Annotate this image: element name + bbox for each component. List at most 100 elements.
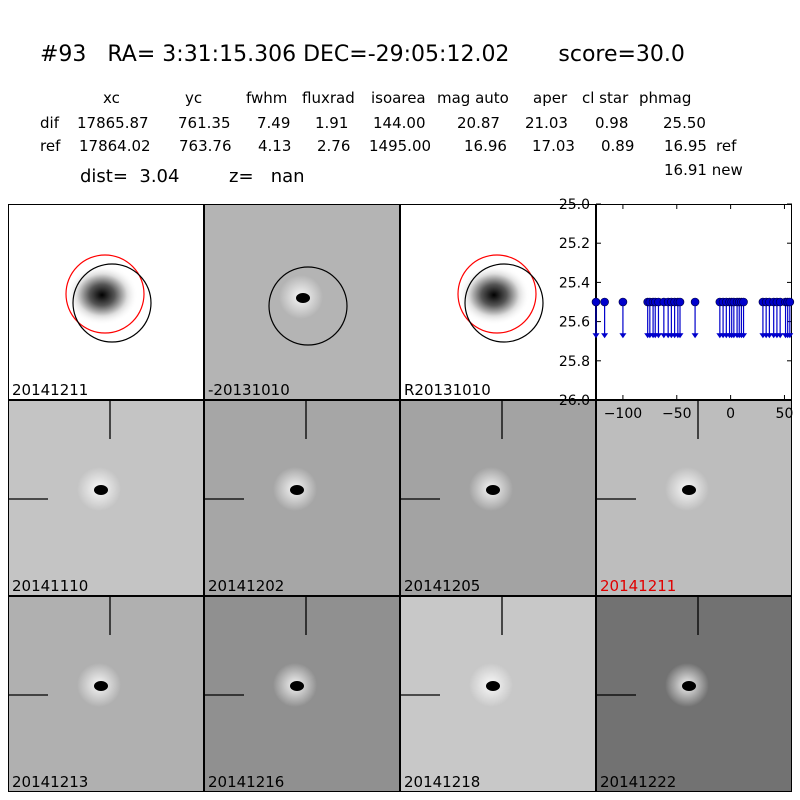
- star-source: [458, 265, 530, 325]
- panel-image: [597, 597, 709, 707]
- dif-isoarea: 144.00: [373, 114, 426, 132]
- dif-mag-auto: 20.87: [457, 114, 500, 132]
- arrow-head: [619, 333, 627, 339]
- panel-image: [65, 254, 152, 343]
- image-panel: 20141216: [204, 596, 400, 792]
- ref-xc: 17864.02: [79, 137, 151, 155]
- row-label-ref: ref: [40, 137, 61, 155]
- arrow-head: [654, 333, 662, 339]
- image-panel: -20131010: [204, 204, 400, 400]
- panel-image: [205, 597, 317, 707]
- col-header-phmag: phmag: [639, 89, 692, 107]
- image-panel: 20141211: [596, 400, 792, 596]
- ref-fwhm: 4.13: [258, 137, 292, 155]
- data-point: [675, 297, 685, 307]
- dif-yc: 761.35: [178, 114, 231, 132]
- ref-phmag: 16.95: [664, 137, 707, 155]
- row-label-dif: dif: [40, 114, 59, 132]
- panel-date-label: -20131010: [208, 381, 290, 399]
- data-point: [739, 297, 748, 307]
- arrow-head: [676, 333, 684, 339]
- ref-extra-label: ref: [716, 137, 737, 155]
- panel-date-label: 20141110: [12, 577, 89, 595]
- col-header-fluxrad: fluxrad: [302, 89, 355, 107]
- y-tick-label: 25.8: [559, 354, 590, 370]
- panel-date-label: 20141216: [208, 773, 285, 791]
- ref-cl-star: 0.89: [601, 137, 635, 155]
- residual-core: [296, 293, 310, 303]
- panel-date-label: 20141222: [600, 773, 677, 791]
- black-aperture-circle: [72, 263, 152, 343]
- ref-isoarea: 1495.00: [369, 137, 432, 155]
- col-header-isoarea: isoarea: [371, 89, 426, 107]
- panel-image: [597, 401, 709, 511]
- residual-core: [682, 485, 696, 495]
- panel-image: [401, 597, 513, 707]
- residual-core: [94, 485, 108, 495]
- image-panel: 20141202: [204, 400, 400, 596]
- ref-aper: 17.03: [532, 137, 575, 155]
- dif-fluxrad: 1.91: [315, 114, 349, 132]
- col-header-yc: yc: [185, 89, 203, 107]
- data-point: [591, 297, 601, 307]
- arrow-head: [601, 333, 609, 339]
- x-tick-label: −50: [662, 406, 692, 422]
- image-panel: 20141211: [8, 204, 204, 400]
- residual-core: [290, 681, 304, 691]
- image-panel: 20141110: [8, 400, 204, 596]
- col-header-mag-auto: mag auto: [437, 89, 509, 107]
- dist-readout: dist= 3.04: [80, 166, 180, 187]
- image-panel: 20141218: [400, 596, 596, 792]
- panel-date-label: 20141211: [12, 381, 89, 399]
- red-aperture-circle: [457, 254, 537, 334]
- image-panel: 20141222: [596, 596, 792, 792]
- black-aperture-circle: [268, 266, 348, 346]
- ref-yc: 763.76: [179, 137, 232, 155]
- y-tick-label: 25.4: [559, 275, 590, 291]
- dif-cl-star: 0.98: [595, 114, 629, 132]
- dif-aper: 21.03: [525, 114, 568, 132]
- panel-date-label: 20141218: [404, 773, 481, 791]
- dif-xc: 17865.87: [77, 114, 149, 132]
- residual-core: [682, 681, 696, 691]
- panel-image: [268, 266, 348, 346]
- arrow-head: [776, 333, 784, 339]
- red-aperture-circle: [65, 254, 145, 334]
- y-tick-label: 25.0: [559, 197, 590, 213]
- col-header-aper: aper: [533, 89, 568, 107]
- data-point: [618, 297, 628, 307]
- residual-core: [290, 485, 304, 495]
- image-panel: 20141205: [400, 400, 596, 596]
- arrow-head: [740, 333, 748, 339]
- panel-image: [9, 597, 121, 707]
- z-readout: z= nan: [229, 166, 305, 187]
- col-header-xc: xc: [103, 89, 120, 107]
- image-panel: R20131010: [400, 204, 596, 400]
- x-tick-label: 50: [776, 406, 794, 422]
- residual-core: [94, 681, 108, 691]
- panel-date-label: 20141202: [208, 577, 285, 595]
- ref-mag-auto: 16.96: [464, 137, 507, 155]
- data-point: [600, 297, 609, 307]
- panel-date-label: 20141213: [12, 773, 89, 791]
- x-tick-label: 0: [726, 406, 735, 422]
- page-title: #93 RA= 3:31:15.306 DEC=-29:05:12.02 sco…: [40, 42, 685, 67]
- dif-fwhm: 7.49: [257, 114, 291, 132]
- black-aperture-circle: [464, 263, 544, 343]
- panel-image: [205, 401, 317, 511]
- panel-date-label: 20141205: [404, 577, 481, 595]
- dif-phmag: 25.50: [663, 114, 706, 132]
- star-source: [66, 265, 138, 325]
- light-curve-chart: 25.0 25.2 25.4 25.6 25.8 26.0 −100 −50 0 50: [559, 197, 795, 422]
- panel-date-label: 20141211: [600, 577, 677, 595]
- arrow-head: [691, 333, 699, 339]
- col-header-cl-star: cl star: [582, 89, 629, 107]
- panel-date-label: R20131010: [404, 381, 491, 399]
- col-header-fwhm: fwhm: [246, 89, 288, 107]
- arrow-head: [786, 333, 794, 339]
- y-tick-label: 26.0: [559, 393, 590, 409]
- image-panel: 20141213: [8, 596, 204, 792]
- y-tick-label: 25.2: [559, 236, 590, 252]
- panel-image: [9, 401, 121, 511]
- residual-core: [486, 681, 500, 691]
